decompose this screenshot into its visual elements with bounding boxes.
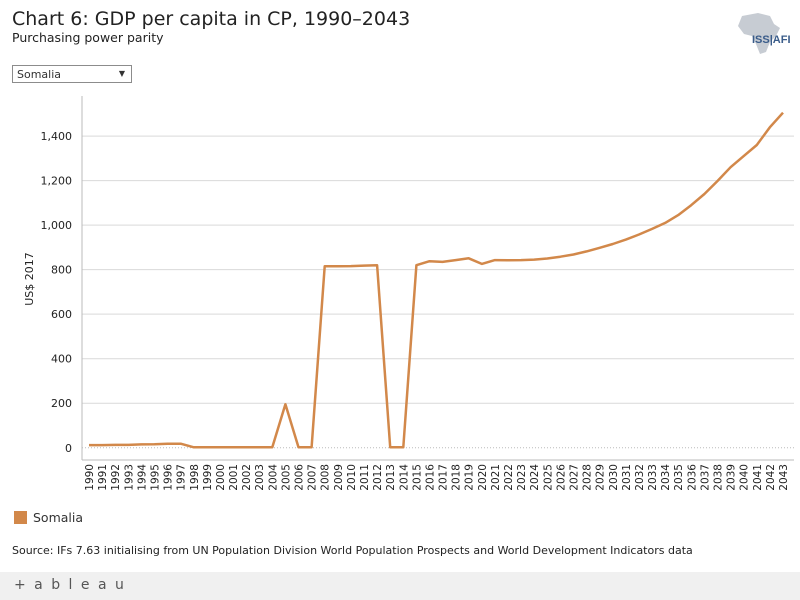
y-tick-label: 1,200 (41, 175, 73, 188)
x-tick-label: 1998 (189, 464, 201, 491)
x-tick-label: 2001 (228, 464, 240, 491)
x-tick-label: 1996 (163, 464, 175, 491)
x-tick-label: 2008 (320, 464, 332, 491)
x-tick-label: 2022 (503, 464, 515, 491)
x-tick-label: 1990 (84, 464, 96, 491)
gdp-line-chart: 0 200 400 600 800 1,000 1,200 1,400 1990 1991 1992… (23, 96, 794, 491)
legend-label: Somalia (33, 510, 84, 525)
x-tick-label: 2033 (647, 464, 659, 491)
x-tick-label: 2027 (568, 464, 580, 491)
x-tick-label: 1999 (202, 464, 214, 491)
country-filter-value: Somalia (17, 68, 62, 81)
y-axis-label: US$ 2017 (23, 252, 36, 306)
x-tick-label: 2042 (765, 464, 777, 491)
x-tick-label: 2009 (333, 464, 345, 491)
x-tick-label: 2040 (739, 464, 751, 491)
y-tick-label: 0 (65, 442, 72, 455)
x-tick-label: 2024 (529, 464, 541, 491)
x-tick-label: 1992 (110, 464, 122, 491)
x-tick-label: 2039 (726, 464, 738, 491)
x-tick-label: 1993 (123, 464, 135, 491)
x-tick-label: 2019 (464, 464, 476, 491)
y-tick-label: 800 (51, 264, 72, 277)
chart-title: Chart 6: GDP per capita in CP, 1990–2043 (12, 8, 411, 30)
x-tick-label: 2035 (673, 464, 685, 491)
y-tick-label: 400 (51, 353, 72, 366)
africa-map-icon (738, 13, 780, 54)
x-tick-label: 2037 (699, 464, 711, 491)
x-tick-label: 2014 (398, 464, 410, 491)
x-tick-label: 2011 (359, 464, 371, 491)
x-tick-label: 2004 (267, 464, 279, 491)
x-tick-label: 2026 (555, 464, 567, 491)
x-tick-label: 2010 (346, 464, 358, 491)
x-tick-label: 2043 (778, 464, 790, 491)
y-tick-label: 200 (51, 397, 72, 410)
x-tick-label: 2028 (582, 464, 594, 491)
logo-text: ISS|AFI (752, 34, 791, 46)
x-tick-label: 2034 (660, 464, 672, 491)
x-tick-label: 2015 (411, 464, 423, 491)
country-filter-dropdown[interactable]: Somalia ▼ (12, 65, 132, 83)
x-tick-label: 2013 (385, 464, 397, 491)
legend-swatch (14, 511, 27, 524)
chart-legend[interactable]: Somalia (14, 510, 83, 525)
x-tick-label: 1995 (149, 464, 161, 491)
x-tick-label: 2002 (241, 464, 253, 491)
x-tick-label: 2041 (752, 464, 764, 491)
x-tick-label: 1991 (97, 464, 109, 491)
y-tick-label: 1,400 (41, 130, 73, 143)
chart-subtitle: Purchasing power parity (12, 30, 164, 45)
tableau-footer: + a b l e a u (0, 572, 800, 600)
iss-africa-logo: ISS|AFI (738, 13, 791, 54)
x-tick-label: 2018 (451, 464, 463, 491)
tableau-logo[interactable]: + a b l e a u (14, 577, 126, 593)
x-tick-label: 2023 (516, 464, 528, 491)
x-tick-label: 2000 (215, 464, 227, 491)
x-tick-label: 2030 (608, 464, 620, 491)
x-tick-label: 2017 (438, 464, 450, 491)
chevron-down-icon: ▼ (118, 69, 125, 78)
x-tick-label: 2038 (713, 464, 725, 491)
x-tick-label: 2025 (542, 464, 554, 491)
x-tick-label: 2032 (634, 464, 646, 491)
series-line-somalia[interactable] (89, 111, 784, 449)
x-tick-label: 2036 (686, 464, 698, 491)
x-tick-label: 2003 (254, 464, 266, 491)
y-tick-label: 1,000 (41, 219, 73, 232)
x-tick-label: 2031 (621, 464, 633, 491)
x-tick-label: 2016 (424, 464, 436, 491)
x-tick-label: 2021 (490, 464, 502, 491)
x-tick-label: 2029 (595, 464, 607, 491)
x-tick-label: 2020 (477, 464, 489, 491)
x-tick-label: 2006 (294, 464, 306, 491)
x-tick-label: 2005 (280, 464, 292, 491)
x-tick-label: 1997 (176, 464, 188, 491)
x-tick-label: 2007 (307, 464, 319, 491)
x-tick-label: 2012 (372, 464, 384, 491)
source-note: Source: IFs 7.63 initialising from UN Po… (12, 544, 693, 557)
y-tick-label: 600 (51, 308, 72, 321)
x-tick-label: 1994 (136, 464, 148, 491)
